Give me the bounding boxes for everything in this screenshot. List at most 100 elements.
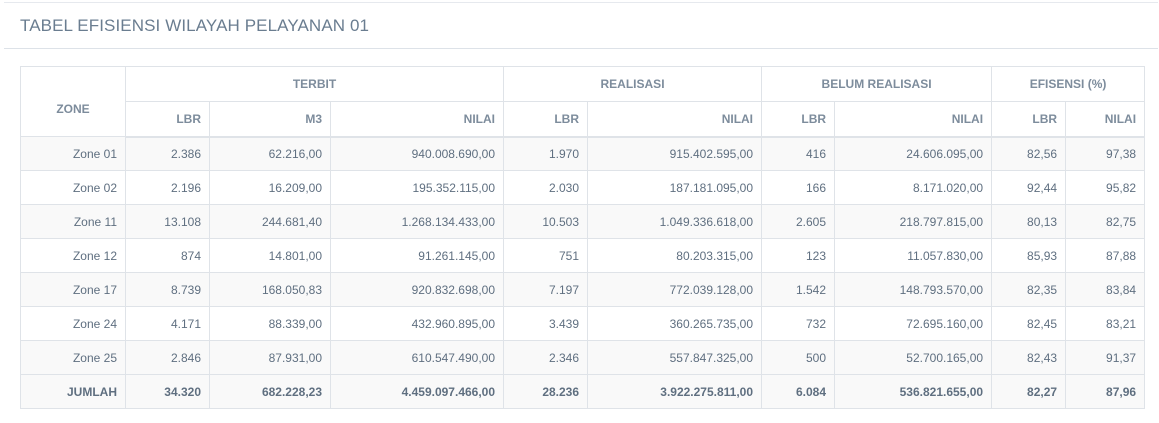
total-terbit-lbr: 34.320 bbox=[125, 374, 210, 409]
cell-realisasi-nilai: 557.847.325,00 bbox=[587, 340, 763, 375]
cell-terbit-lbr: 13.108 bbox=[125, 204, 210, 239]
cell-efisensi-lbr: 82,56 bbox=[991, 136, 1067, 171]
cell-zone: Zone 17 bbox=[20, 272, 126, 307]
cell-realisasi-lbr: 3.439 bbox=[503, 306, 589, 341]
table-row: Zone 17 8.739 168.050,83 920.832.698,00 7.19… bbox=[20, 272, 1146, 307]
cell-terbit-nilai: 91.261.145,00 bbox=[329, 238, 505, 273]
total-belum-lbr: 6.084 bbox=[761, 374, 836, 409]
subheader-terbit-lbr: LBR bbox=[125, 101, 210, 138]
cell-zone: Zone 11 bbox=[20, 204, 126, 239]
efficiency-table: ZONE TERBIT REALISASI BELUM REALISASI EF… bbox=[20, 66, 1146, 409]
table-row: Zone 12 874 14.801,00 91.261.145,00 751 80.20… bbox=[20, 238, 1146, 273]
cell-zone: Zone 24 bbox=[20, 306, 126, 341]
total-realisasi-nilai: 3.922.275.811,00 bbox=[587, 374, 763, 409]
cell-realisasi-lbr: 1.970 bbox=[503, 136, 589, 171]
cell-belum-nilai: 148.793.570,00 bbox=[834, 272, 993, 307]
table-row: Zone 11 13.108 244.681,40 1.268.134.433,00 1… bbox=[20, 204, 1146, 239]
cell-efisensi-lbr: 80,13 bbox=[991, 204, 1067, 239]
cell-realisasi-nilai: 187.181.095,00 bbox=[587, 170, 763, 205]
total-efisensi-nilai: 87,96 bbox=[1065, 374, 1146, 409]
total-terbit-nilai: 4.459.097.466,00 bbox=[329, 374, 505, 409]
cell-realisasi-lbr: 7.197 bbox=[503, 272, 589, 307]
subheader-terbit-m3: M3 bbox=[209, 101, 331, 138]
cell-terbit-m3: 244.681,40 bbox=[209, 204, 331, 239]
sub-header-row: LBR M3 NILAI LBR NILAI LBR NILAI LBR NIL… bbox=[21, 101, 1146, 138]
cell-terbit-lbr: 2.196 bbox=[125, 170, 210, 205]
cell-efisensi-lbr: 85,93 bbox=[991, 238, 1067, 273]
subheader-belum-lbr: LBR bbox=[761, 101, 836, 138]
cell-belum-lbr: 2.605 bbox=[761, 204, 836, 239]
cell-terbit-m3: 168.050,83 bbox=[209, 272, 331, 307]
cell-realisasi-nilai: 772.039.128,00 bbox=[587, 272, 763, 307]
cell-realisasi-nilai: 360.265.735,00 bbox=[587, 306, 763, 341]
cell-terbit-m3: 88.339,00 bbox=[209, 306, 331, 341]
total-belum-nilai: 536.821.655,00 bbox=[834, 374, 993, 409]
table-row: Zone 25 2.846 87.931,00 610.547.490,00 2.346… bbox=[20, 340, 1146, 375]
cell-terbit-m3: 87.931,00 bbox=[209, 340, 331, 375]
header-realisasi: REALISASI bbox=[503, 66, 763, 102]
cell-terbit-lbr: 8.739 bbox=[125, 272, 210, 307]
cell-realisasi-nilai: 80.203.315,00 bbox=[587, 238, 763, 273]
table-wrapper: ZONE TERBIT REALISASI BELUM REALISASI EF… bbox=[20, 66, 1146, 409]
cell-terbit-m3: 62.216,00 bbox=[209, 136, 331, 171]
cell-belum-lbr: 1.542 bbox=[761, 272, 836, 307]
cell-terbit-m3: 16.209,00 bbox=[209, 170, 331, 205]
cell-zone: Zone 25 bbox=[20, 340, 126, 375]
cell-efisensi-lbr: 82,43 bbox=[991, 340, 1067, 375]
cell-realisasi-nilai: 1.049.336.618,00 bbox=[587, 204, 763, 239]
cell-efisensi-nilai: 87,88 bbox=[1065, 238, 1146, 273]
header-belum-realisasi: BELUM REALISASI bbox=[761, 66, 993, 102]
cell-realisasi-nilai: 915.402.595,00 bbox=[587, 136, 763, 171]
cell-realisasi-lbr: 2.030 bbox=[503, 170, 589, 205]
cell-terbit-lbr: 2.846 bbox=[125, 340, 210, 375]
cell-efisensi-nilai: 82,75 bbox=[1065, 204, 1146, 239]
cell-belum-lbr: 123 bbox=[761, 238, 836, 273]
table-row: Zone 24 4.171 88.339,00 432.960.895,00 3.439… bbox=[20, 306, 1146, 341]
cell-belum-nilai: 11.057.830,00 bbox=[834, 238, 993, 273]
cell-terbit-nilai: 195.352.115,00 bbox=[329, 170, 505, 205]
cell-zone: Zone 01 bbox=[20, 136, 126, 171]
cell-terbit-lbr: 4.171 bbox=[125, 306, 210, 341]
cell-realisasi-lbr: 2.346 bbox=[503, 340, 589, 375]
cell-terbit-lbr: 2.386 bbox=[125, 136, 210, 171]
subheader-efisensi-nilai: NILAI bbox=[1065, 101, 1146, 138]
table-row: Zone 02 2.196 16.209,00 195.352.115,00 2.030… bbox=[20, 170, 1146, 205]
cell-terbit-m3: 14.801,00 bbox=[209, 238, 331, 273]
cell-efisensi-nilai: 95,82 bbox=[1065, 170, 1146, 205]
total-realisasi-lbr: 28.236 bbox=[503, 374, 589, 409]
efficiency-panel: TABEL EFISIENSI WILAYAH PELAYANAN 01 ZON… bbox=[4, 2, 1158, 421]
cell-belum-nilai: 52.700.165,00 bbox=[834, 340, 993, 375]
cell-belum-nilai: 24.606.095,00 bbox=[834, 136, 993, 171]
subheader-efisensi-lbr: LBR bbox=[991, 101, 1067, 138]
cell-belum-lbr: 732 bbox=[761, 306, 836, 341]
cell-efisensi-lbr: 92,44 bbox=[991, 170, 1067, 205]
cell-belum-nilai: 72.695.160,00 bbox=[834, 306, 993, 341]
cell-belum-lbr: 500 bbox=[761, 340, 836, 375]
subheader-realisasi-lbr: LBR bbox=[503, 101, 589, 138]
cell-zone: Zone 12 bbox=[20, 238, 126, 273]
cell-belum-lbr: 166 bbox=[761, 170, 836, 205]
total-terbit-m3: 682.228,23 bbox=[209, 374, 331, 409]
header-zone: ZONE bbox=[20, 66, 126, 137]
total-efisensi-lbr: 82,27 bbox=[991, 374, 1067, 409]
header-terbit: TERBIT bbox=[124, 66, 505, 102]
table-row: Zone 01 2.386 62.216,00 940.008.690,00 1.970… bbox=[20, 136, 1146, 171]
panel-title: TABEL EFISIENSI WILAYAH PELAYANAN 01 bbox=[20, 15, 370, 35]
cell-efisensi-nilai: 97,38 bbox=[1065, 136, 1146, 171]
cell-zone: Zone 02 bbox=[20, 170, 126, 205]
cell-efisensi-lbr: 82,35 bbox=[991, 272, 1067, 307]
table-body: Zone 01 2.386 62.216,00 940.008.690,00 1.970… bbox=[20, 136, 1146, 409]
cell-belum-nilai: 218.797.815,00 bbox=[834, 204, 993, 239]
panel-header: TABEL EFISIENSI WILAYAH PELAYANAN 01 bbox=[4, 3, 1158, 49]
cell-belum-lbr: 416 bbox=[761, 136, 836, 171]
cell-terbit-nilai: 610.547.490,00 bbox=[329, 340, 505, 375]
subheader-realisasi-nilai: NILAI bbox=[587, 101, 763, 138]
subheader-terbit-nilai: NILAI bbox=[329, 101, 505, 138]
cell-realisasi-lbr: 10.503 bbox=[503, 204, 589, 239]
cell-terbit-nilai: 920.832.698,00 bbox=[329, 272, 505, 307]
cell-efisensi-nilai: 83,84 bbox=[1065, 272, 1146, 307]
total-row: JUMLAH 34.320 682.228,23 4.459.097.466,00 28… bbox=[20, 374, 1146, 409]
cell-efisensi-nilai: 83,21 bbox=[1065, 306, 1146, 341]
cell-belum-nilai: 8.171.020,00 bbox=[834, 170, 993, 205]
group-header-row: ZONE TERBIT REALISASI BELUM REALISASI EF… bbox=[20, 66, 1146, 137]
